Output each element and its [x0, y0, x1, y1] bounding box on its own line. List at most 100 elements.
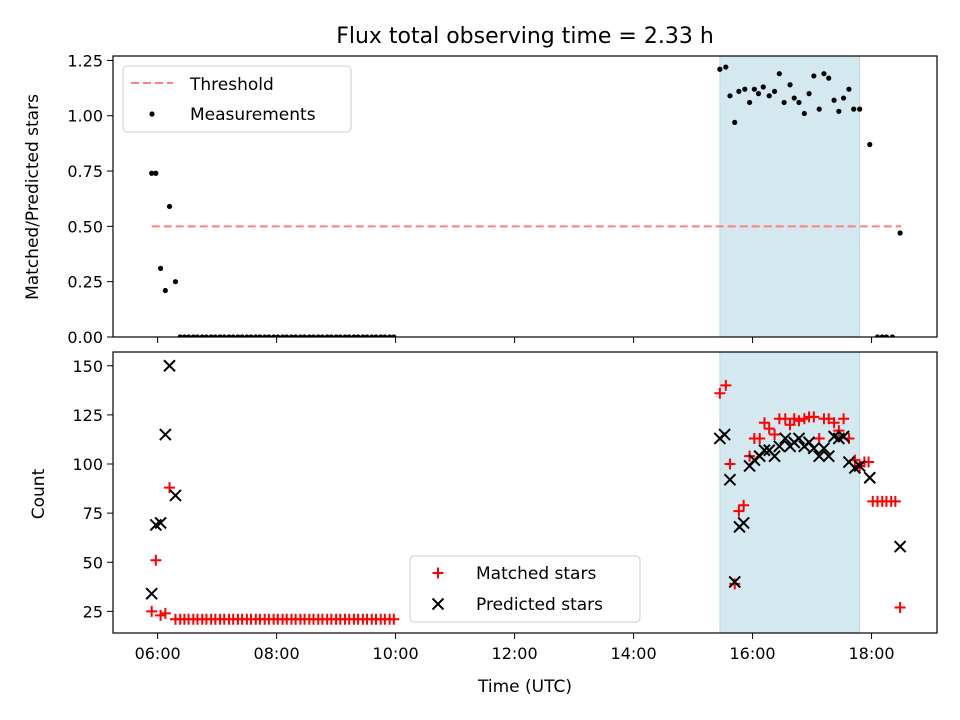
- plot-marks-2: [145, 359, 907, 625]
- legend-top: Threshold Measurements: [122, 65, 352, 133]
- measurement-point: [226, 334, 232, 337]
- measurement-point: [378, 334, 384, 337]
- legend-matched-swatch: [432, 567, 444, 579]
- chart-title: Flux total observing time = 2.33 h: [336, 24, 714, 49]
- y-tick-label: 0.00: [67, 328, 103, 347]
- measurement-point: [387, 334, 393, 337]
- matched-stars-point: [738, 499, 750, 511]
- matched-stars-point: [808, 411, 820, 423]
- measurement-point: [846, 86, 852, 92]
- y-tick-label: 150: [72, 357, 103, 376]
- measurement-point: [319, 334, 326, 337]
- matched-stars-point: [146, 605, 158, 617]
- measurement-point: [244, 334, 250, 337]
- measurement-point: [275, 334, 281, 337]
- predicted-stars-point: [779, 432, 792, 445]
- measurement-point: [883, 334, 890, 337]
- measurement-point: [826, 75, 832, 81]
- matched-stars-point: [769, 429, 781, 441]
- matched-stars-point: [729, 578, 741, 590]
- x-tick-label: 16:00: [730, 644, 776, 663]
- measurement-point: [897, 230, 903, 236]
- axes-frame: [112, 55, 938, 338]
- measurement-point: [760, 84, 766, 90]
- measurement-point: [382, 334, 388, 337]
- matched-stars-point: [159, 607, 171, 619]
- measurement-point: [166, 203, 173, 210]
- measurement-point: [751, 86, 757, 92]
- measurement-point: [364, 334, 370, 337]
- x-tick-label: 06:00: [135, 644, 181, 663]
- measurement-point: [840, 95, 847, 101]
- matched-stars-point: [164, 482, 176, 494]
- measurement-point: [369, 334, 375, 337]
- measurement-point: [284, 334, 290, 337]
- matched-stars-point: [388, 613, 400, 625]
- measurement-point: [315, 334, 321, 337]
- measurement-point: [328, 334, 334, 337]
- matched-stars-point: [758, 417, 770, 429]
- predicted-stars-point: [169, 489, 182, 502]
- matched-stars-point: [798, 413, 810, 425]
- measurement-point: [796, 99, 802, 106]
- matched-stars-point: [784, 419, 796, 431]
- measurement-point: [346, 334, 352, 337]
- measurement-point: [746, 99, 753, 106]
- x-axis-label: Time (UTC): [477, 677, 572, 697]
- x-tick-label: 10:00: [373, 644, 419, 663]
- predicted-stars-point: [863, 471, 876, 484]
- matched-stars-point: [754, 432, 766, 444]
- legend-measurements-swatch: [149, 111, 155, 117]
- measurement-point: [373, 334, 379, 337]
- measurement-point: [771, 88, 778, 95]
- y-tick-label: 0.25: [67, 273, 103, 292]
- predicted-stars-point: [728, 575, 741, 589]
- predicted-stars-point: [159, 428, 172, 441]
- legend-measurements-label: Measurements: [190, 105, 316, 125]
- measurement-point: [257, 334, 263, 337]
- measurement-point: [879, 334, 885, 337]
- measurement-point: [288, 334, 295, 337]
- matched-stars-point: [150, 554, 162, 566]
- measurement-point: [248, 334, 254, 337]
- measurement-point: [816, 106, 822, 112]
- measurement-point: [889, 334, 895, 337]
- matched-stars-point: [724, 458, 736, 470]
- measurement-point: [279, 334, 286, 337]
- measurement-point: [723, 64, 729, 70]
- measurement-point: [221, 334, 227, 337]
- legend-box: [122, 65, 352, 133]
- matched-stars-point: [828, 417, 840, 429]
- matched-stars-point: [155, 609, 167, 621]
- matched-stars-point: [894, 601, 906, 613]
- x-tick-label: 12:00: [492, 644, 538, 663]
- legend-matched-label: Matched stars: [476, 564, 596, 584]
- measurement-point: [337, 334, 343, 337]
- measurement-point: [851, 106, 857, 112]
- predicted-stars-point: [773, 440, 786, 453]
- measurement-point: [239, 334, 245, 337]
- measurement-point: [791, 95, 797, 101]
- top-y-axis-label: Matched/Predicted stars: [23, 94, 43, 300]
- measurement-point: [857, 106, 863, 112]
- x-tick-label: 14:00: [611, 644, 657, 663]
- measurement-point: [391, 334, 397, 337]
- measurement-point: [293, 334, 299, 337]
- measurement-point: [736, 88, 742, 95]
- measurement-point: [149, 170, 155, 176]
- predicted-stars-point: [812, 449, 826, 463]
- x-tick-label: 08:00: [254, 644, 300, 663]
- measurement-point: [811, 73, 817, 79]
- predicted-stars-point: [718, 428, 731, 441]
- y-tick-label: 100: [72, 455, 103, 474]
- predicted-stars-point: [758, 444, 771, 457]
- matched-stars-point: [788, 413, 800, 425]
- measurement-point: [208, 334, 214, 337]
- bottom-y-axis-label: Count: [29, 468, 49, 519]
- predicted-stars-point: [748, 453, 761, 467]
- measurement-point: [253, 334, 259, 337]
- measurement-point: [217, 334, 223, 337]
- measurement-point: [162, 287, 168, 294]
- predicted-stars-point: [853, 459, 866, 473]
